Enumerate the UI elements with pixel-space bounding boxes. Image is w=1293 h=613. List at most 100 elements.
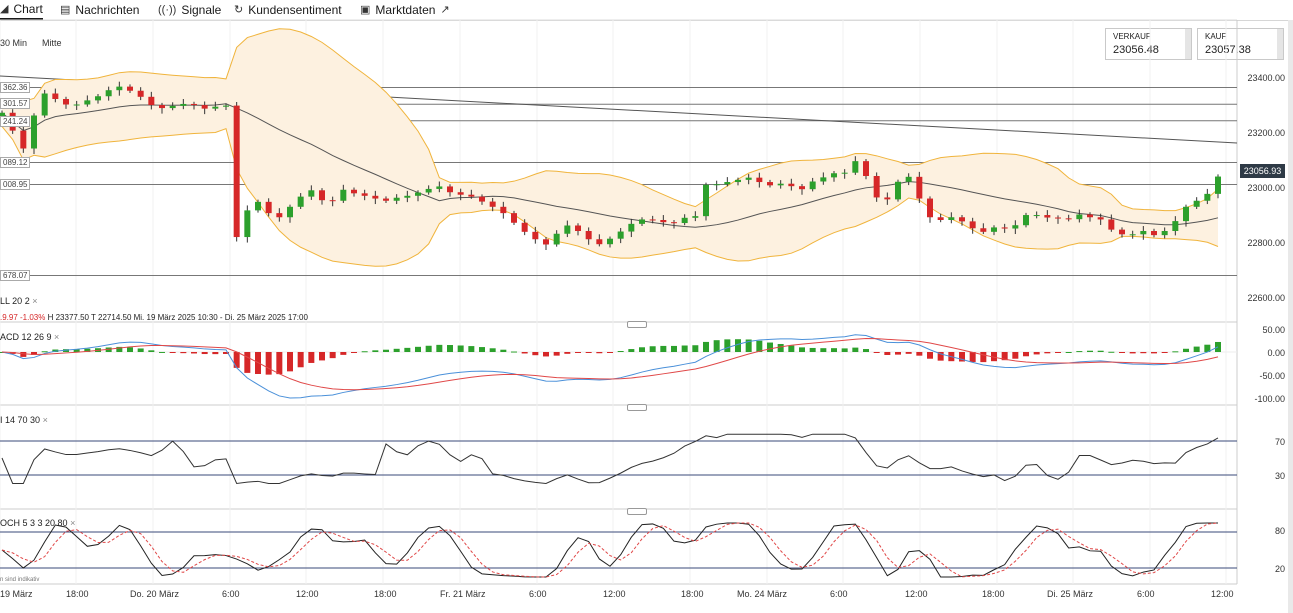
- macd-histogram-bar: [895, 352, 901, 355]
- sell-value: 23056.48: [1113, 44, 1159, 56]
- tab-marktdaten[interactable]: ▣ Marktdaten ↗: [360, 2, 450, 17]
- macd-histogram-bar: [340, 352, 347, 355]
- x-tick: 12:00: [603, 589, 626, 599]
- macd-histogram-bar: [169, 352, 176, 353]
- candle-body: [820, 177, 827, 182]
- macd-histogram-bar: [596, 352, 603, 354]
- candle-body: [1172, 221, 1179, 231]
- boll-label[interactable]: LL 20 2 ×: [0, 296, 38, 306]
- interval-select[interactable]: 30 Min: [0, 38, 28, 48]
- macd-label[interactable]: ACD 12 26 9 ×: [0, 332, 60, 342]
- macd-histogram-bar: [297, 352, 304, 368]
- hline-label[interactable]: 008.95: [0, 179, 31, 190]
- candle-body: [489, 201, 496, 207]
- candle-body: [724, 182, 731, 185]
- candle-body: [788, 183, 795, 187]
- candle-body: [937, 217, 944, 220]
- macd-histogram-bar: [713, 340, 720, 352]
- sell-price-box[interactable]: VERKAUF 23056.48: [1105, 28, 1192, 60]
- macd-histogram-bar: [1033, 352, 1040, 355]
- stoch-d-line: [1, 522, 1219, 578]
- macd-histogram-bar: [425, 345, 432, 352]
- tab-nachrichten[interactable]: ▤ Nachrichten: [60, 2, 140, 17]
- rsi-tick: 30: [1274, 471, 1285, 481]
- candle-body: [1140, 231, 1147, 235]
- x-tick: Do. 20 März: [130, 589, 180, 599]
- macd-histogram-bar: [820, 348, 827, 352]
- candle-body: [1023, 215, 1029, 226]
- x-tick: 6:00: [830, 589, 848, 599]
- candle-body: [959, 217, 965, 222]
- candle-body: [319, 190, 325, 201]
- candle-body: [31, 115, 37, 149]
- candle-body: [521, 222, 528, 232]
- macd-histogram-bar: [351, 352, 357, 353]
- price-mode-select[interactable]: Mitte: [42, 38, 62, 48]
- macd-histogram-bar: [1161, 352, 1168, 353]
- candle-body: [1215, 176, 1221, 194]
- x-tick: 6:00: [529, 589, 547, 599]
- macd-histogram-bar: [468, 346, 475, 352]
- pane-resize-handle[interactable]: [627, 508, 647, 515]
- macd-tick: -50.00: [1259, 371, 1285, 381]
- tab-signale[interactable]: ((·)) Signale: [158, 2, 222, 17]
- hline-label[interactable]: 678.07: [0, 270, 31, 281]
- candle-body: [511, 213, 517, 223]
- candle-body: [649, 219, 656, 221]
- candle-body: [1044, 215, 1051, 218]
- buy-label: KAUF: [1205, 32, 1227, 41]
- hline-label[interactable]: 089.12: [0, 157, 31, 168]
- macd-histogram-bar: [489, 348, 496, 352]
- candle-body: [1012, 225, 1019, 229]
- sentiment-icon: ↻: [234, 3, 244, 16]
- candle-body: [639, 219, 645, 224]
- candle-body: [564, 225, 571, 234]
- candle-body: [169, 105, 176, 109]
- rsi-label[interactable]: I 14 70 30 ×: [0, 415, 48, 425]
- hline-label[interactable]: 301.57: [0, 98, 31, 109]
- pane-resize-handle[interactable]: [627, 321, 647, 328]
- candle-body: [927, 198, 933, 218]
- macd-histogram-bar: [41, 351, 48, 353]
- macd-line: [1, 334, 1219, 399]
- macd-histogram-bar: [1204, 344, 1211, 352]
- tab-bar: ◢ Chart ▤ Nachrichten ((·)) Signale ↻ Kunden…: [0, 0, 1293, 21]
- macd-histogram-bar: [937, 352, 944, 361]
- macd-histogram-bar: [553, 352, 560, 356]
- candle-body: [52, 93, 59, 99]
- buy-price-box[interactable]: KAUF 23057.38: [1197, 28, 1284, 60]
- macd-histogram-bar: [20, 352, 27, 357]
- candle-body: [585, 231, 592, 240]
- x-tick: 6:00: [1137, 589, 1155, 599]
- macd-histogram-bar: [137, 348, 144, 352]
- candle-body: [1076, 214, 1083, 220]
- candle-body: [1087, 214, 1093, 218]
- hline-label[interactable]: 362.36: [0, 82, 31, 93]
- candle-body: [681, 217, 688, 224]
- macd-histogram-bar: [31, 352, 37, 355]
- pane-resize-handle[interactable]: [627, 404, 647, 411]
- candle-body: [777, 183, 784, 186]
- candle-body: [297, 196, 304, 207]
- candle-body: [831, 173, 837, 178]
- tab-kundensentiment[interactable]: ↻ Kundensentiment: [234, 2, 342, 17]
- candle-body: [393, 197, 400, 201]
- stoch-label[interactable]: OCH 5 3 3 20 80 ×: [0, 518, 76, 528]
- tab-chart[interactable]: ◢ Chart: [0, 0, 43, 20]
- macd-histogram-bar: [1023, 352, 1029, 357]
- candle-body: [20, 130, 27, 149]
- x-tick: 18:00: [66, 589, 89, 599]
- macd-histogram-bar: [980, 352, 987, 363]
- hline-label[interactable]: 241.24: [0, 116, 31, 127]
- candle-body: [41, 93, 48, 116]
- macd-histogram-bar: [265, 352, 272, 375]
- candle-body: [852, 161, 859, 173]
- macd-histogram-bar: [607, 352, 613, 353]
- macd-histogram-bar: [319, 352, 325, 361]
- candle-body: [1193, 200, 1200, 207]
- macd-histogram-bar: [1076, 351, 1083, 353]
- macd-histogram-bar: [585, 352, 592, 353]
- macd-histogram-bar: [884, 352, 891, 355]
- candle-body: [447, 186, 453, 193]
